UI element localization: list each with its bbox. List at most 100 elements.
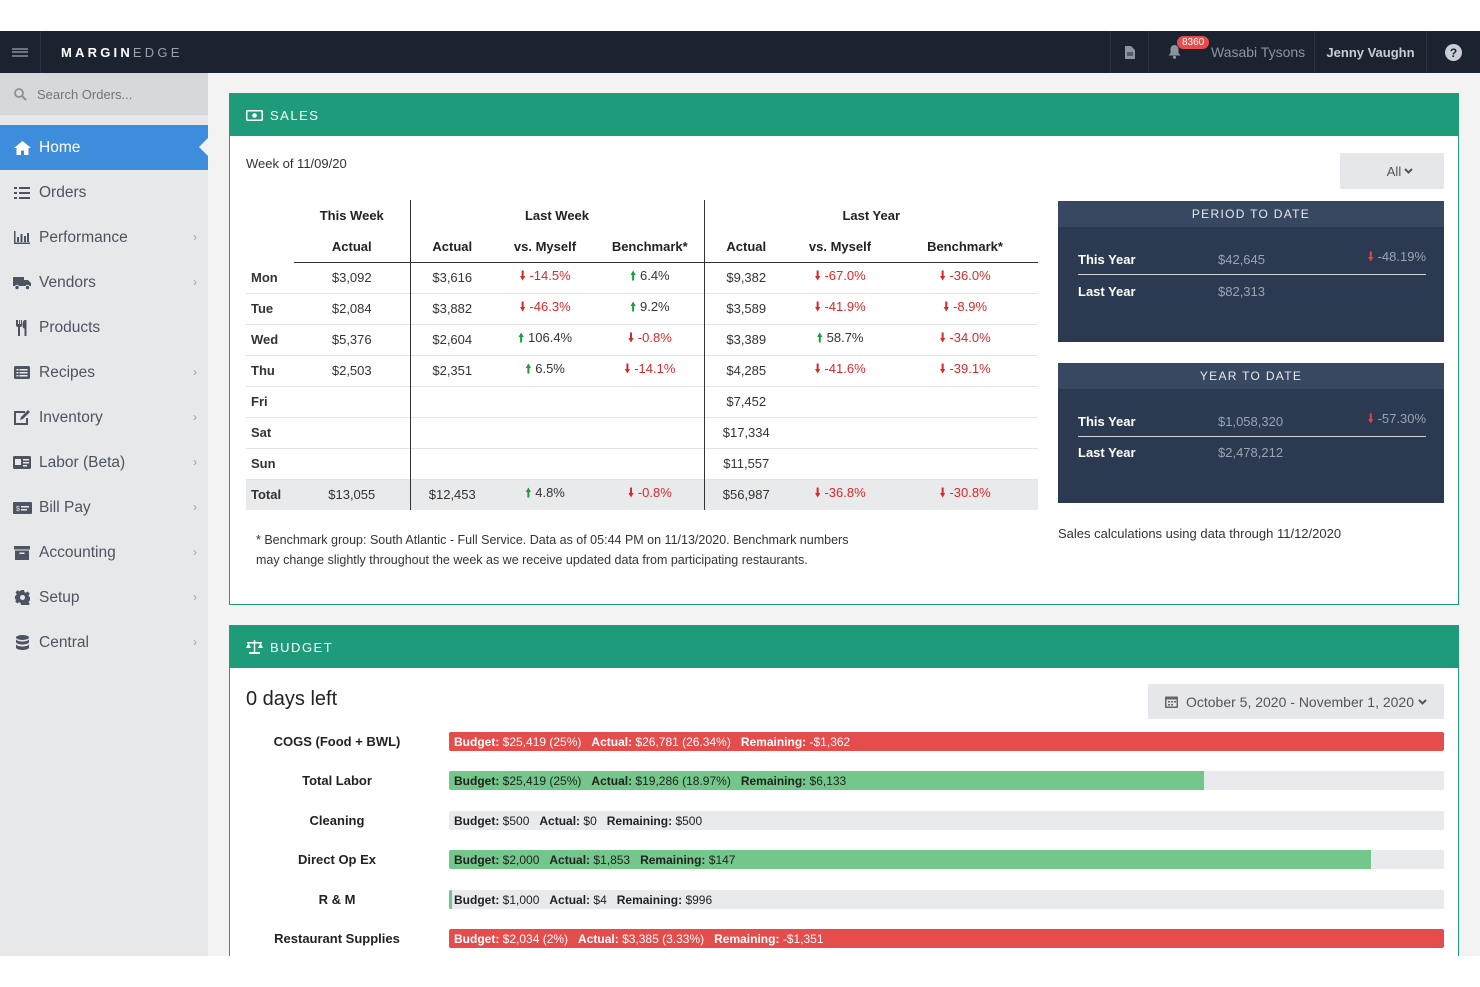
ytd-this-year-value: $1,058,320 xyxy=(1218,413,1284,429)
sales-title: SALES xyxy=(270,107,320,123)
budget-actual-field: Actual: $4 xyxy=(549,893,606,907)
budget-row: Direct Op Ex Budget: $2,000 Actual: $1,853… xyxy=(246,850,1444,870)
budget-actual-field: Actual: $0 xyxy=(539,814,596,828)
row-day-label: Thu xyxy=(251,363,275,378)
arrow-down-icon: 🠛 xyxy=(939,360,950,376)
user-menu[interactable]: Jenny Vaughn xyxy=(1314,31,1426,73)
table-cell: 🠛 -36.8% xyxy=(788,479,892,510)
table-total-row: Total $13,055 $12,453 🠙 4.8% 🠛 -0.8% $56,987 🠛… xyxy=(246,479,1038,510)
budget-row-text: Budget: $2,034 (2%) Actual: $3,385 (3.33%… xyxy=(454,932,834,946)
budget-remaining-value: -$1,362 xyxy=(809,735,851,749)
budget-panel: BUDGET 0 days left October 5, 2020 - Nov… xyxy=(229,625,1459,956)
sidebar-item-label: Vendors xyxy=(39,273,96,291)
sales-filter-value: All xyxy=(1386,163,1402,179)
search-bar xyxy=(0,73,208,115)
budget-progress-bar: Budget: $25,419 (25%) Actual: $19,286 (18… xyxy=(449,771,1444,790)
table-cell: $2,351 xyxy=(409,355,494,386)
chevron-right-icon: › xyxy=(193,275,197,289)
sidebar-item-setup[interactable]: Setup › xyxy=(0,575,208,620)
sidebar-item-vendors[interactable]: Vendors › xyxy=(0,260,208,305)
table-cell: $56,987 xyxy=(703,479,788,510)
budget-progress-bar: Budget: $1,000 Actual: $4 Remaining: $996 xyxy=(449,890,1444,909)
table-cell xyxy=(788,386,892,417)
budget-progress-fill xyxy=(449,890,452,909)
change-value: 6.5% xyxy=(535,360,565,376)
row-day-label: Tue xyxy=(251,301,274,316)
budget-remaining-field: Remaining: -$1,351 xyxy=(714,932,823,946)
sidebar-item-inventory[interactable]: Inventory › xyxy=(0,395,208,440)
budget-actual-value: $3,385 (3.33%) xyxy=(622,932,705,946)
budget-budget-label: Budget: xyxy=(454,735,500,749)
chevron-right-icon: › xyxy=(193,365,197,379)
table-cell: 🠛 -30.8% xyxy=(892,479,1038,510)
table-cell: 🠙 6.5% xyxy=(494,355,596,386)
chevron-down-icon xyxy=(1404,168,1413,174)
table-cell: $7,452 xyxy=(703,386,788,417)
change-value: 58.7% xyxy=(826,329,864,345)
column-header: Benchmark* xyxy=(596,231,704,263)
arrow-down-icon: 🠛 xyxy=(814,484,825,500)
arrow-down-icon: 🠛 xyxy=(939,329,950,345)
budget-row-label: Cleaning xyxy=(309,813,365,828)
table-cell xyxy=(409,448,494,479)
svg-text:$: $ xyxy=(16,506,20,513)
sidebar-item-orders[interactable]: Orders xyxy=(0,170,208,215)
ytd-this-year-change: 🠛 -57.30% xyxy=(1318,410,1426,432)
sidebar-item-recipes[interactable]: Recipes › xyxy=(0,350,208,395)
table-cell: $2,084 xyxy=(331,301,372,316)
change-value: 4.8% xyxy=(535,484,565,500)
table-cell: 🠙 106.4% xyxy=(494,324,596,355)
notifications-button[interactable] xyxy=(1148,31,1200,73)
sidebar-item-performance[interactable]: Performance › xyxy=(0,215,208,260)
menu-toggle-button[interactable] xyxy=(0,31,41,73)
sidebar-item-home[interactable]: Home xyxy=(0,125,208,170)
sidebar-item-central[interactable]: Central › xyxy=(0,620,208,665)
table-cell xyxy=(596,386,704,417)
table-cell: $2,604 xyxy=(409,324,494,355)
help-button[interactable]: ? xyxy=(1426,31,1480,73)
change-value: 106.4% xyxy=(528,329,573,345)
sales-table-body: Mon $3,092 $3,616 🠛 -14.5% 🠙 6.4% $9,382 🠛 -67… xyxy=(246,262,1038,510)
table-cell: 🠛 -67.0% xyxy=(788,262,892,293)
sidebar-item-products[interactable]: Products xyxy=(0,305,208,350)
arrow-down-icon: 🠛 xyxy=(1367,411,1374,426)
arrow-down-icon: 🠛 xyxy=(519,298,530,314)
budget-budget-value: $25,419 (25%) xyxy=(502,774,582,788)
period-to-date-title: PERIOD TO DATE xyxy=(1058,201,1444,227)
budget-date-range-dropdown[interactable]: October 5, 2020 - November 1, 2020 xyxy=(1148,684,1444,719)
budget-actual-value: $4 xyxy=(593,893,607,907)
chevron-right-icon: › xyxy=(193,500,197,514)
budget-progress-bar: Budget: $25,419 (25%) Actual: $26,781 (26… xyxy=(449,732,1444,751)
sidebar-item-label: Setup xyxy=(39,588,80,606)
ptd-last-year-row: Last Year $82,313 xyxy=(1078,276,1426,307)
arrow-down-icon: 🠛 xyxy=(627,329,638,345)
budget-remaining-field: Remaining: $6,133 xyxy=(741,774,846,788)
budget-remaining-field: Remaining: $147 xyxy=(640,853,735,867)
documents-button[interactable] xyxy=(1110,31,1148,73)
sidebar-item-accounting[interactable]: Accounting › xyxy=(0,530,208,575)
column-header: Actual xyxy=(409,231,494,263)
budget-row-text: Budget: $1,000 Actual: $4 Remaining: $996 xyxy=(454,893,722,907)
table-cell: $4,285 xyxy=(703,355,788,386)
budget-row-text: Budget: $2,000 Actual: $1,853 Remaining: $… xyxy=(454,853,745,867)
logo[interactable]: MARGINEDGE xyxy=(61,45,183,60)
row-day-label: Mon xyxy=(251,269,278,285)
search-orders-input[interactable] xyxy=(37,86,197,102)
sidebar-item-label: Home xyxy=(39,138,81,156)
arrow-down-icon: 🠛 xyxy=(814,298,825,314)
budget-remaining-label: Remaining: xyxy=(606,814,673,828)
location-selector[interactable]: Wasabi Tysons xyxy=(1211,44,1306,60)
table-cell: 🠛 -36.0% xyxy=(892,262,1038,293)
sales-filter-dropdown[interactable]: All xyxy=(1340,153,1444,189)
sidebar-item-bill-pay[interactable]: $ Bill Pay › xyxy=(0,485,208,530)
table-cell: 🠛 -41.6% xyxy=(788,355,892,386)
sidebar-item-labor[interactable]: Labor (Beta) › xyxy=(0,440,208,485)
table-cell: 🠛 -0.8% xyxy=(596,479,704,510)
table-cell: $3,616 xyxy=(409,262,494,293)
group-header-last-year: Last Year xyxy=(703,200,1038,231)
budget-row-label: Direct Op Ex xyxy=(297,852,377,867)
change-value: -36.0% xyxy=(949,267,991,283)
money-icon xyxy=(246,109,263,121)
sidebar-item-label: Accounting xyxy=(39,543,116,561)
table-row: Mon $3,092 $3,616 🠛 -14.5% 🠙 6.4% $9,382 🠛 -67… xyxy=(246,262,1038,293)
